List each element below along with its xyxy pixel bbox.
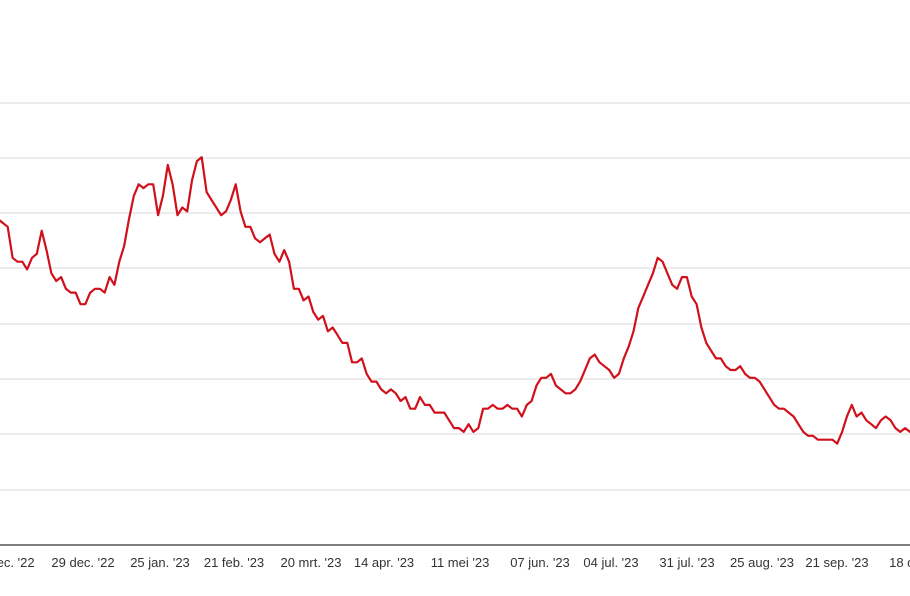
x-tick-label: 31 jul. '23	[659, 555, 714, 570]
x-tick-label: 11 mei '23	[431, 555, 490, 570]
x-tick-label: 21 feb. '23	[204, 555, 264, 570]
x-tick-label: 04 jul. '23	[583, 555, 638, 570]
x-tick-label: 14 apr. '23	[354, 555, 414, 570]
x-tick-label: 21 sep. '23	[805, 555, 868, 570]
x-tick-label: 18 ok	[889, 555, 910, 570]
x-tick-label: 29 dec. '22	[51, 555, 114, 570]
x-tick-label: 25 aug. '23	[730, 555, 794, 570]
gridlines	[0, 102, 910, 491]
x-tick-label: dec. '22	[0, 555, 35, 570]
x-axis-tick-labels: dec. '22 29 dec. '22 25 jan. '23 21 feb. '2…	[0, 555, 910, 570]
price-series-line	[0, 156, 910, 445]
x-tick-label: 25 jan. '23	[130, 555, 190, 570]
x-tick-label: 20 mrt. '23	[280, 555, 341, 570]
x-tick-label: 07 jun. '23	[510, 555, 570, 570]
